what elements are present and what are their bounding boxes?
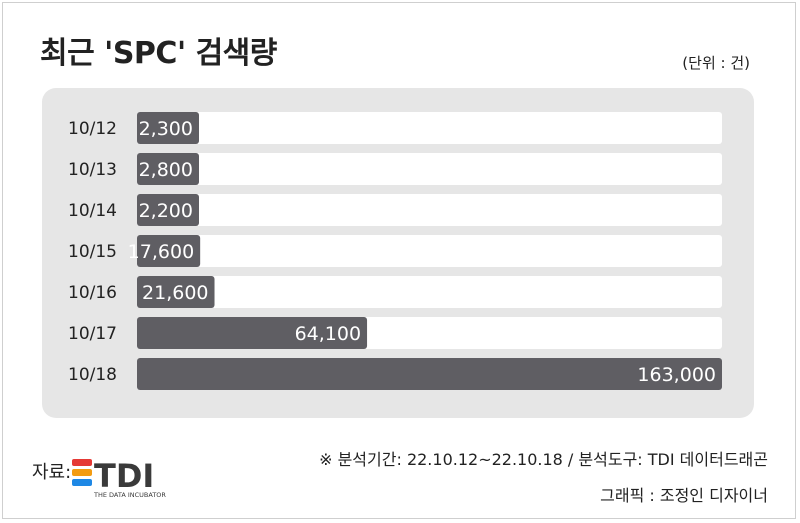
value-label: 2,300 [139, 118, 193, 140]
logo-bar-red [72, 459, 92, 466]
analysis-note: ※ 분석기간: 22.10.12~22.10.18 / 분석도구: TDI 데이… [319, 450, 768, 469]
bar [137, 112, 199, 144]
bar [137, 317, 368, 349]
value-label: 163,000 [637, 364, 716, 386]
category-label: 10/15 [68, 242, 117, 262]
category-label: 10/16 [68, 283, 117, 303]
category-label: 10/18 [68, 365, 117, 385]
logo-tagline: THE DATA INCUBATOR [93, 491, 166, 499]
bar [137, 235, 201, 267]
value-label: 21,600 [142, 282, 208, 304]
logo-bar-blue [72, 479, 92, 486]
bar-track [137, 276, 722, 308]
logo-bar-orange [72, 469, 92, 476]
bar-track [137, 194, 722, 226]
value-label: 2,800 [139, 159, 193, 181]
unit-label: (단위 : 건) [682, 54, 750, 72]
chart-title: 최근 'SPC' 검색량 [40, 36, 277, 71]
category-label: 10/13 [68, 160, 117, 180]
category-label: 10/17 [68, 324, 117, 344]
graphic-credit: 그래픽 : 조정인 디자이너 [600, 486, 768, 505]
category-label: 10/12 [68, 119, 117, 139]
value-label: 64,100 [295, 323, 361, 345]
bar [137, 358, 722, 390]
bar [137, 194, 199, 226]
value-label: 2,200 [139, 200, 193, 222]
category-label: 10/14 [68, 201, 117, 221]
bar [137, 276, 215, 308]
bar-track [137, 153, 722, 185]
source-label: 자료: [32, 462, 72, 483]
logo-text: TDI [94, 457, 154, 495]
bar-track [137, 112, 722, 144]
bar [137, 153, 199, 185]
tdi-logo: TDI THE DATA INCUBATOR [72, 457, 166, 499]
bar-track [137, 235, 722, 267]
value-label: 17,600 [128, 241, 194, 263]
